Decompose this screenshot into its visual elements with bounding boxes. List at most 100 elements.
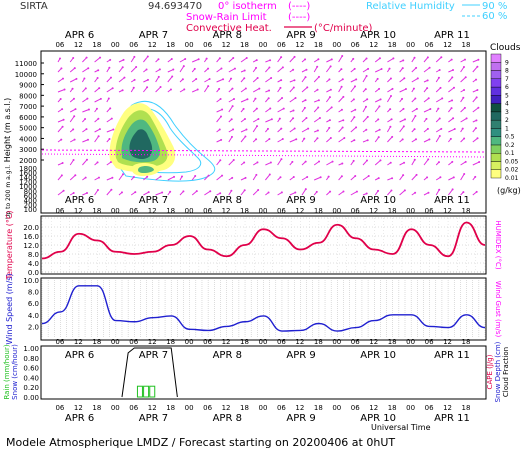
hour-label: 12 bbox=[295, 404, 304, 412]
wind-arrow-head bbox=[403, 77, 406, 80]
day-label: APR 7 bbox=[139, 350, 168, 361]
day-label: APR 9 bbox=[286, 195, 315, 206]
wind-arrow-head bbox=[328, 78, 331, 81]
snow-depth-ylabel: Snow Depth (cm) bbox=[494, 341, 502, 402]
colorbar-swatch bbox=[490, 161, 502, 170]
footer-caption: Modele Atmospherique LMDZ / Forecast sta… bbox=[6, 436, 395, 449]
cloud-y-tick: 1000 bbox=[19, 183, 37, 191]
wind-arrow-head bbox=[219, 97, 222, 100]
colorbar-swatch bbox=[490, 103, 502, 113]
wind-arrow-head bbox=[427, 191, 430, 194]
day-label: APR 6 bbox=[65, 195, 94, 206]
wind-arrow-head bbox=[280, 191, 283, 194]
hour-label: 06 bbox=[425, 404, 434, 412]
wind-arrow-head bbox=[258, 87, 261, 90]
wind-arrow-head bbox=[60, 138, 63, 141]
wind-arrow bbox=[203, 85, 209, 93]
wind-arrow-head bbox=[476, 89, 479, 92]
wind-arrow-head bbox=[342, 190, 345, 193]
wind-arrow bbox=[472, 137, 478, 143]
wind-arrow-head bbox=[449, 137, 452, 140]
wind-arrow-head bbox=[281, 66, 284, 69]
wind-arrow-head bbox=[195, 77, 198, 80]
cloud-y-tick: 9000 bbox=[19, 82, 37, 90]
wind-arrow-head bbox=[96, 77, 99, 80]
hour-label: 12 bbox=[148, 338, 157, 346]
hour-label: 06 bbox=[351, 338, 360, 346]
wind-arrow bbox=[57, 190, 64, 196]
wind-arrow bbox=[216, 78, 224, 83]
temperature-y-ticks: 20.016.012.08.04.00.0 bbox=[23, 224, 39, 277]
wind-arrow-head bbox=[230, 189, 233, 192]
wind-arrow-head bbox=[87, 67, 90, 70]
wind-arrow-head bbox=[341, 54, 344, 57]
wind-arrow-head bbox=[364, 88, 367, 91]
wind-arrow-head bbox=[437, 107, 440, 110]
wind-arrow-head bbox=[243, 69, 246, 72]
hour-label: 00 bbox=[111, 207, 120, 215]
wind-arrow bbox=[362, 175, 370, 181]
wind-arrow-head bbox=[270, 118, 273, 121]
hour-label: 06 bbox=[425, 41, 434, 49]
wind-arrow bbox=[289, 128, 295, 133]
hour-label: 18 bbox=[92, 41, 101, 49]
wind-arrow-head bbox=[317, 58, 320, 61]
wind-arrow-head bbox=[147, 191, 150, 194]
wind-arrow-head bbox=[317, 106, 320, 109]
wind-arrow-head bbox=[427, 158, 430, 161]
wind-arrow-head bbox=[72, 128, 75, 131]
hour-label: 00 bbox=[111, 338, 120, 346]
wind-arrow bbox=[216, 175, 223, 181]
convective-legend-unit: (°C/minute) bbox=[314, 23, 373, 34]
wind-arrow-head bbox=[316, 65, 319, 68]
day-label: APR 8 bbox=[213, 30, 242, 41]
colorbar-swatch bbox=[490, 128, 502, 137]
wind-arrow-head bbox=[197, 58, 200, 61]
hour-label: 06 bbox=[277, 41, 286, 49]
wind-arrow-head bbox=[462, 191, 465, 194]
wind-arrow bbox=[179, 65, 185, 73]
wind-arrow-head bbox=[304, 76, 307, 79]
wind-arrow-head bbox=[255, 173, 258, 176]
wind-arrow-head bbox=[97, 69, 100, 72]
hour-label: 18 bbox=[240, 207, 249, 215]
hour-label: 00 bbox=[185, 207, 194, 215]
wind-arrow bbox=[228, 68, 236, 73]
wind-arrow-head bbox=[331, 160, 334, 163]
wind-arrow-head bbox=[230, 77, 233, 80]
hour-label: 06 bbox=[55, 338, 64, 346]
wind-arrow bbox=[228, 98, 235, 103]
wind-arrow bbox=[240, 57, 248, 63]
wind-arrow bbox=[277, 158, 282, 166]
hour-label: 12 bbox=[369, 338, 378, 346]
wind-arrow bbox=[204, 190, 211, 196]
cloud-y-tick: 8000 bbox=[19, 92, 37, 100]
wind-arrow-head bbox=[280, 127, 283, 130]
wind-y-tick: 10.0 bbox=[23, 277, 39, 285]
colorbar-swatch bbox=[490, 169, 502, 179]
wind-arrow-head bbox=[219, 192, 222, 195]
wind-arrow-head bbox=[461, 127, 464, 130]
cloud-y-tick: 1800 bbox=[19, 165, 37, 173]
wind-arrow bbox=[350, 116, 355, 123]
wind-arrow-head bbox=[450, 58, 453, 61]
wind-arrow-head bbox=[278, 117, 281, 120]
rh-60-label: 60 % bbox=[482, 11, 507, 22]
hour-label: 18 bbox=[92, 207, 101, 215]
wind-arrow bbox=[399, 118, 406, 123]
day-label: APR 7 bbox=[139, 195, 168, 206]
colorbar-level: 0.02 bbox=[505, 167, 519, 174]
wind-arrow-head bbox=[173, 175, 176, 178]
wind-arrow-head bbox=[391, 177, 394, 180]
cloud-y-tick: 600 bbox=[24, 192, 37, 200]
wind-arrow-head bbox=[255, 107, 258, 110]
hour-label: 00 bbox=[406, 207, 415, 215]
wind-arrow-head bbox=[73, 138, 76, 141]
wind-arrow-head bbox=[340, 108, 343, 111]
colorbar-swatch bbox=[490, 136, 502, 146]
precip-y-tick: 0.00 bbox=[23, 394, 39, 402]
hour-label: 00 bbox=[406, 41, 415, 49]
wind-arrow-head bbox=[172, 68, 175, 71]
wind-arrow-head bbox=[367, 67, 370, 70]
